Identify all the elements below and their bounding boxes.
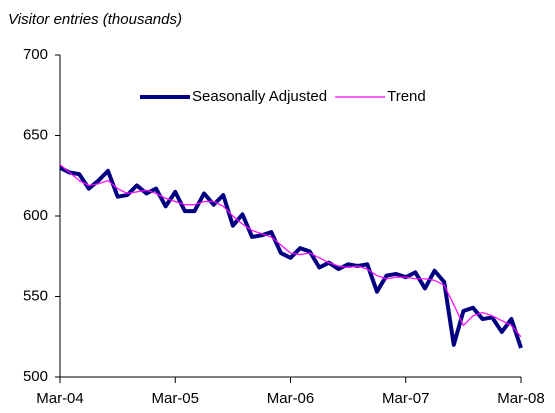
x-tick-label: Mar-05 [151, 390, 199, 407]
y-tick-label: 500 [23, 368, 48, 385]
y-axis-label: Visitor entries (thousands) [8, 11, 182, 28]
legend-label: Trend [387, 88, 426, 105]
data-line [59, 164, 522, 338]
x-tick-label: Mar-07 [382, 390, 430, 407]
legend-label: Seasonally Adjusted [192, 88, 327, 105]
x-tick-label: Mar-08 [497, 390, 545, 407]
y-tick-label: 700 [23, 46, 48, 63]
y-tick-label: 550 [23, 287, 48, 304]
x-tick-label: Mar-06 [267, 390, 315, 407]
y-tick-label: 600 [23, 207, 48, 224]
y-tick-label: 650 [23, 126, 48, 143]
x-tick-label: Mar-04 [36, 390, 84, 407]
data-line [59, 165, 523, 349]
